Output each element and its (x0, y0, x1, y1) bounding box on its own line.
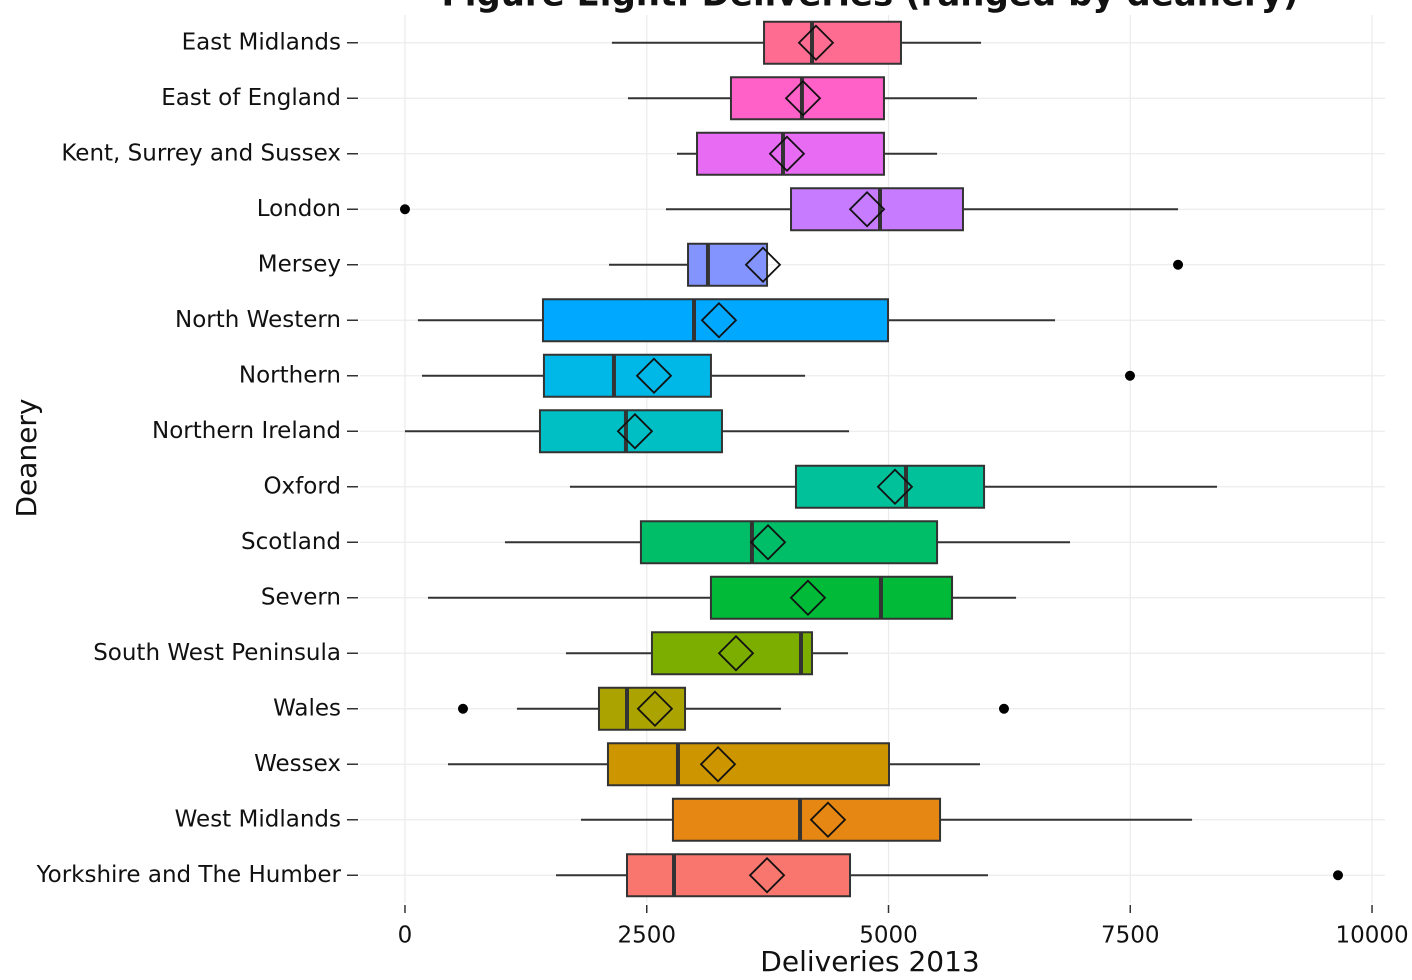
box (790, 187, 964, 232)
box (650, 631, 814, 676)
y-tick-label: Wales (273, 695, 341, 721)
mean-marker (848, 190, 886, 228)
mean-marker (768, 135, 806, 173)
box (794, 464, 986, 509)
mean-marker (699, 745, 737, 783)
mean-marker (616, 412, 654, 450)
chart-title: Figure Eight: Deliveries (ranged by dean… (441, 0, 1298, 15)
outlier (998, 703, 1009, 714)
x-tick-label: 0 (398, 923, 413, 949)
x-tick-label: 10000 (1335, 923, 1408, 949)
y-tick-label: South West Peninsula (93, 640, 341, 666)
y-tick-label: East of England (161, 85, 341, 111)
mean-marker (876, 468, 914, 506)
mean-marker (636, 690, 674, 728)
y-tick-label: Wessex (254, 751, 341, 777)
mean-marker (797, 24, 835, 62)
box (709, 575, 954, 620)
y-tick-label: Northern Ireland (152, 418, 341, 444)
y-tick-label: Mersey (258, 251, 341, 277)
box (538, 409, 723, 454)
y-tick-label: Yorkshire and The Humber (36, 862, 342, 888)
y-tick-label: Scotland (241, 529, 341, 555)
outlier (1333, 870, 1344, 881)
y-tick-label: North Western (175, 307, 341, 333)
mean-marker (748, 856, 786, 894)
box (606, 742, 890, 787)
mean-marker (717, 634, 755, 672)
y-tick-label: East Midlands (182, 29, 341, 55)
y-tick-label: London (257, 196, 341, 222)
mean-marker (809, 801, 847, 839)
box (729, 76, 885, 121)
box (687, 242, 769, 287)
box (671, 797, 942, 842)
y-tick-label: Oxford (263, 473, 341, 499)
mean-marker (700, 301, 738, 339)
mean-marker (789, 579, 827, 617)
outlier (457, 703, 468, 714)
mean-marker (749, 523, 787, 561)
box (626, 853, 852, 898)
mean-marker (635, 357, 673, 395)
outlier (1173, 259, 1184, 270)
y-tick-label: Kent, Surrey and Sussex (61, 140, 341, 166)
y-tick-label: West Midlands (175, 806, 341, 832)
outlier (399, 204, 410, 215)
mean-marker (784, 79, 822, 117)
mean-marker (744, 246, 782, 284)
x-tick-label: 2500 (617, 923, 676, 949)
y-tick-label: Severn (261, 584, 341, 610)
x-tick-label: 7500 (1101, 923, 1160, 949)
x-axis-label: Deliveries 2013 (760, 945, 979, 978)
y-tick-label: Northern (239, 362, 341, 388)
box (542, 353, 712, 398)
x-tick-label: 5000 (859, 923, 918, 949)
box (639, 520, 939, 565)
outlier (1124, 370, 1135, 381)
y-axis-label: Deanery (10, 399, 43, 518)
